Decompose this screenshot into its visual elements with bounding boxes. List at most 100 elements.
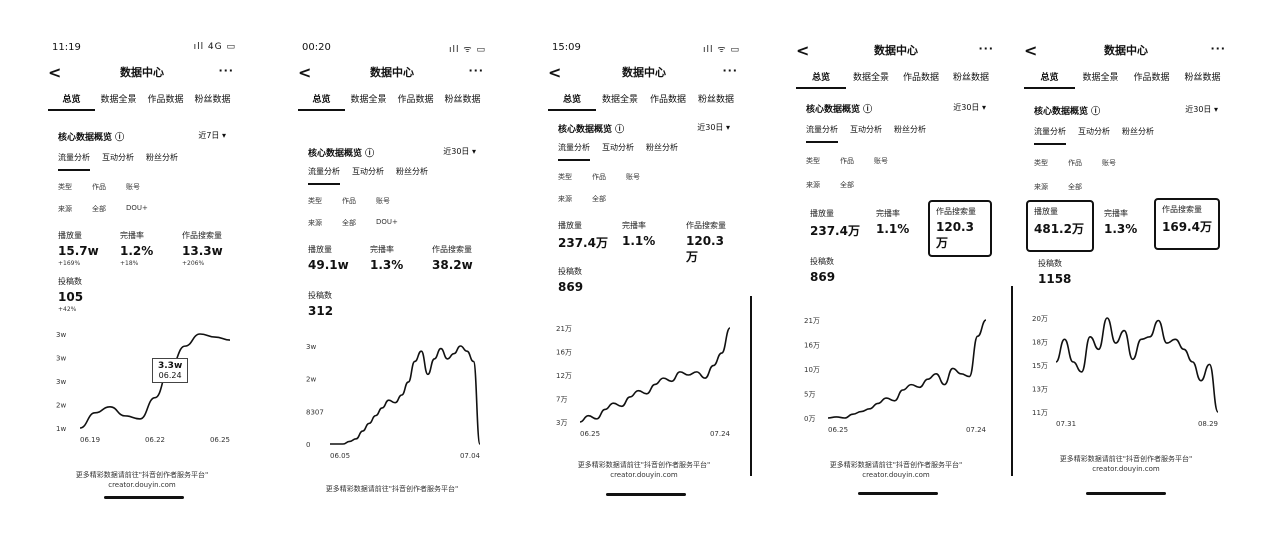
date-range-select[interactable]: 近30日 ▾ [443,147,476,156]
tab-works[interactable]: 作品数据 [397,95,434,105]
more-icon[interactable]: ··· [468,64,484,77]
subtab-fans[interactable]: 粉丝分析 [646,143,678,152]
tab-fans[interactable]: 粉丝数据 [194,95,231,105]
tab-overview[interactable]: 总览 [1024,70,1075,89]
x-tick-label: 06.19 [80,436,100,444]
tab-panorama[interactable]: 数据全景 [350,95,387,105]
metric-plays[interactable]: 播放量 237.4万 [558,221,608,250]
home-indicator [858,492,938,495]
date-range-select[interactable]: 近30日 ▾ [953,103,986,112]
subtab-fans[interactable]: 粉丝分析 [1122,127,1154,136]
metric-posts[interactable]: 投稿数 105 +42% [58,277,84,313]
more-icon[interactable]: ··· [722,64,738,77]
back-icon[interactable]: < [48,63,62,82]
back-icon[interactable]: < [796,41,810,60]
subtab-traffic[interactable]: 流量分析 [308,166,340,185]
subtab-interaction[interactable]: 互动分析 [850,125,882,134]
date-range-select[interactable]: 近30日 ▾ [697,123,730,132]
filter-option[interactable]: 作品 [92,183,106,191]
filter-row-source: 来源 全部 [1034,182,1082,192]
back-icon[interactable]: < [1024,41,1038,60]
trend-chart[interactable]: 3万 7万 12万 16万 21万 06.25 07.24 [552,320,736,440]
metric-posts[interactable]: 投稿数 1158 [1038,259,1072,286]
tab-fans[interactable]: 粉丝数据 [444,95,481,105]
back-icon[interactable]: < [548,63,562,82]
filter-option[interactable]: 全部 [342,219,356,227]
tab-works[interactable]: 作品数据 [1133,73,1170,83]
metric-search[interactable]: 作品搜索量 38.2w [432,245,473,272]
trend-chart[interactable]: 11万 13万 15万 18万 20万 07.31 08.29 [1028,310,1224,430]
more-icon[interactable]: ··· [218,64,234,77]
subtab-traffic[interactable]: 流量分析 [1034,126,1066,145]
tab-overview[interactable]: 总览 [48,92,95,111]
metric-completion[interactable]: 完播率 1.2% +18% [120,231,154,267]
metric-completion[interactable]: 完播率 1.1% [622,221,656,248]
filter-option[interactable]: DOU+ [376,218,398,226]
metric-posts[interactable]: 投稿数 312 [308,291,334,318]
back-icon[interactable]: < [298,63,312,82]
filter-option[interactable]: 账号 [126,183,140,191]
tab-panorama[interactable]: 数据全景 [100,95,137,105]
filter-option[interactable]: 账号 [376,197,390,205]
subtab-interaction[interactable]: 互动分析 [1078,127,1110,136]
tab-works[interactable]: 作品数据 [902,73,939,83]
tab-panorama[interactable]: 数据全景 [1082,73,1119,83]
nav-header: < 数据中心 ··· [544,62,744,84]
metric-plays[interactable]: 播放量 481.2万 [1026,200,1094,252]
tab-panorama[interactable]: 数据全景 [601,95,638,105]
tab-fans[interactable]: 粉丝数据 [697,95,734,105]
tab-works[interactable]: 作品数据 [147,95,184,105]
filter-option[interactable]: 全部 [1068,183,1082,191]
page-title: 数据中心 [1104,44,1148,57]
filter-option[interactable]: 作品 [840,157,854,165]
filter-option[interactable]: 账号 [874,157,888,165]
trend-chart[interactable]: 0 8307 2w 3w 06.05 07.04 [302,338,486,462]
metric-completion[interactable]: 完播率 1.3% [370,245,404,272]
filter-option[interactable]: 账号 [1102,159,1116,167]
metric-search[interactable]: 作品搜索量 13.3w +206% [182,231,223,267]
subtab-fans[interactable]: 粉丝分析 [396,167,428,176]
more-icon[interactable]: ··· [978,42,994,55]
subtab-traffic[interactable]: 流量分析 [58,152,90,171]
filter-option[interactable]: 作品 [592,173,606,181]
subtab-fans[interactable]: 粉丝分析 [894,125,926,134]
subtab-interaction[interactable]: 互动分析 [352,167,384,176]
metric-search[interactable]: 作品搜索量 120.3万 [928,200,992,257]
metric-posts[interactable]: 投稿数 869 [558,267,584,294]
filter-option[interactable]: 全部 [92,205,106,213]
trend-chart[interactable]: 1w 2w 3w 3w 3w 06.19 06.22 06.25 [52,326,236,446]
metric-plays[interactable]: 播放量 15.7w +169% [58,231,99,267]
filter-option[interactable]: DOU+ [126,204,148,212]
x-tick-label: 06.25 [828,426,848,434]
subtab-fans[interactable]: 粉丝分析 [146,153,178,162]
date-range-select[interactable]: 近7日 ▾ [198,131,226,140]
tab-works[interactable]: 作品数据 [649,95,686,105]
date-range-select[interactable]: 近30日 ▾ [1185,105,1218,114]
more-icon[interactable]: ··· [1210,42,1226,55]
metric-plays[interactable]: 播放量 237.4万 [810,209,860,238]
subtab-traffic[interactable]: 流量分析 [558,142,590,161]
trend-chart[interactable]: 0万 5万 10万 16万 21万 06.25 07.24 [800,312,992,436]
metric-search[interactable]: 作品搜索量 169.4万 [1154,198,1220,250]
filter-option[interactable]: 全部 [592,195,606,203]
tab-fans[interactable]: 粉丝数据 [952,73,989,83]
subtab-interaction[interactable]: 互动分析 [602,143,634,152]
filter-option[interactable]: 账号 [626,173,640,181]
filter-option[interactable]: 作品 [1068,159,1082,167]
tab-panorama[interactable]: 数据全景 [852,73,889,83]
tab-fans[interactable]: 粉丝数据 [1184,73,1221,83]
metric-plays[interactable]: 播放量 49.1w [308,245,349,272]
metric-completion[interactable]: 完播率 1.3% [1104,209,1138,236]
filter-option[interactable]: 作品 [342,197,356,205]
metric-posts[interactable]: 投稿数 869 [810,257,836,284]
subtab-interaction[interactable]: 互动分析 [102,153,134,162]
tab-overview[interactable]: 总览 [298,92,345,111]
y-tick-label: 1w [56,425,66,433]
subtab-traffic[interactable]: 流量分析 [806,124,838,143]
tab-overview[interactable]: 总览 [548,92,596,111]
metric-completion[interactable]: 完播率 1.1% [876,209,910,236]
metric-search[interactable]: 作品搜索量 120.3万 [686,221,726,264]
analysis-subtabs: 流量分析 互动分析 粉丝分析 [58,152,178,171]
tab-overview[interactable]: 总览 [796,70,846,89]
filter-option[interactable]: 全部 [840,181,854,189]
